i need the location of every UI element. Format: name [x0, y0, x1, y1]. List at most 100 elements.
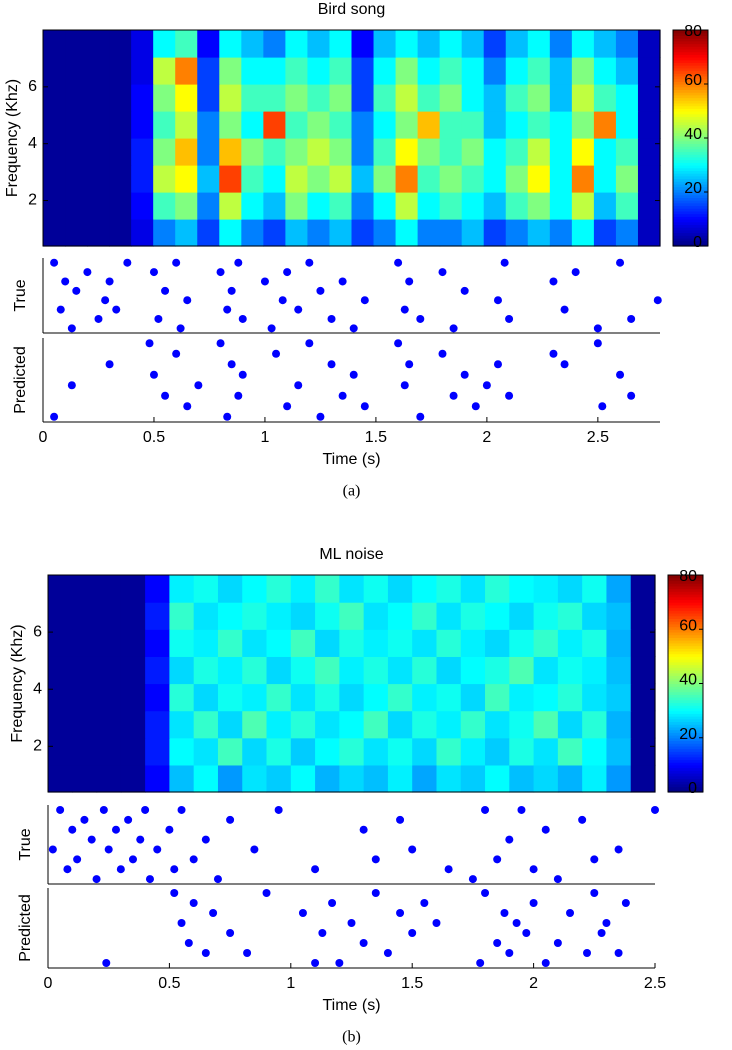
spike-dot [161, 391, 170, 400]
heatmap-cell [285, 138, 309, 166]
heatmap-cell [461, 165, 485, 193]
spike-dot [294, 381, 303, 390]
heatmap-cell [145, 602, 170, 630]
colorbar [673, 57, 708, 61]
heatmap-cell [417, 192, 441, 220]
spike-dot [396, 909, 405, 917]
heatmap-cell [241, 138, 264, 166]
colorbar [673, 86, 708, 90]
heatmap-cell [582, 683, 608, 712]
spike-dot [194, 381, 203, 390]
heatmap-cell [241, 84, 264, 112]
heatmap-cell [193, 629, 219, 657]
axes-frame [42, 29, 661, 247]
heatmap-cell [43, 138, 66, 166]
x-tick-label: 1 [260, 429, 269, 446]
heatmap-cell [436, 764, 462, 793]
spike-dot [383, 949, 392, 957]
heatmap-cell [72, 683, 98, 712]
heatmap-cell [329, 111, 353, 139]
spike-dot [493, 939, 502, 947]
spike-dot [438, 349, 447, 358]
spike-dot [124, 815, 133, 824]
heatmap-cell [307, 165, 331, 193]
colorbar [668, 593, 703, 598]
heatmap-cell [417, 165, 441, 193]
colorbar [668, 697, 703, 701]
colorbar [668, 732, 703, 736]
heatmap-cell [120, 764, 146, 793]
heatmap-cell [48, 602, 73, 630]
spike-dot [560, 305, 569, 314]
spike-dot [153, 845, 162, 854]
heatmap-cell [217, 710, 243, 739]
heatmap-cell [460, 764, 486, 793]
heatmap-cell [219, 192, 242, 220]
colorbar [673, 202, 708, 207]
spike-dot [101, 296, 110, 305]
colorbar [668, 656, 703, 660]
colorbar [673, 197, 708, 201]
spike-dot [614, 845, 623, 854]
heatmap-cell [290, 602, 316, 630]
heatmap-cell [395, 57, 419, 85]
heatmap-cell [527, 192, 551, 220]
heatmap-cell [339, 602, 365, 630]
heatmap-cell [43, 219, 66, 247]
colorbar [673, 143, 708, 147]
x-tick-label: 1 [286, 975, 295, 992]
colorbar [668, 748, 703, 752]
chart-title: Bird song [318, 1, 386, 18]
heatmap-cell [193, 602, 219, 630]
heatmap-cell [533, 764, 559, 793]
heatmap-cell [193, 737, 219, 766]
heatmap-cell [285, 219, 309, 247]
spike-dot [116, 865, 125, 874]
colorbar [668, 694, 703, 698]
spike-dot [549, 277, 558, 286]
colorbar [668, 686, 703, 690]
colorbar-tick-label: 40 [684, 126, 702, 143]
heatmap-cell [120, 575, 146, 603]
heatmap-cell [193, 683, 219, 712]
heatmap-cell [217, 602, 243, 630]
spike-dot [541, 825, 550, 834]
spike-dot [184, 939, 193, 947]
heatmap-cell [387, 710, 413, 739]
colorbar [668, 604, 703, 609]
spike-dot [560, 360, 569, 369]
heatmap-cell [439, 165, 463, 193]
spike-dot [104, 845, 113, 854]
heatmap-cell [461, 192, 485, 220]
heatmap-cell [582, 602, 608, 630]
spike-dot [400, 305, 409, 314]
panel-caption: (b) [342, 1029, 361, 1046]
x-tick-label: 1.5 [365, 429, 387, 446]
heatmap-cell [436, 710, 462, 739]
heatmap-cell [109, 192, 132, 220]
y-axis-label: Predicted [17, 894, 34, 962]
heatmap-cell [65, 138, 88, 166]
heatmap-cell [637, 111, 661, 139]
spike-dot [371, 889, 380, 897]
heatmap-cell [439, 138, 463, 166]
colorbar-tick-label: 0 [693, 234, 702, 251]
colorbar-tick-label: 80 [684, 23, 702, 40]
spike-dot [500, 258, 509, 267]
heatmap-cell [131, 111, 154, 139]
heatmap-cell [290, 629, 316, 657]
heatmap-cell [197, 165, 220, 193]
spike-dot [505, 835, 514, 844]
heatmap-cell [242, 764, 268, 793]
heatmap-cell [217, 764, 243, 793]
spike-dot [500, 909, 509, 917]
heatmap-cell [527, 138, 551, 166]
y-axis-label: Frequency (Khz) [9, 624, 26, 742]
colorbar-tick-label: 60 [684, 72, 702, 89]
heatmap-cell [285, 84, 309, 112]
colorbar [668, 659, 703, 663]
heatmap-cell [582, 710, 608, 739]
heatmap-cell [72, 737, 98, 766]
spike-dot [590, 855, 599, 864]
colorbar [668, 683, 703, 687]
